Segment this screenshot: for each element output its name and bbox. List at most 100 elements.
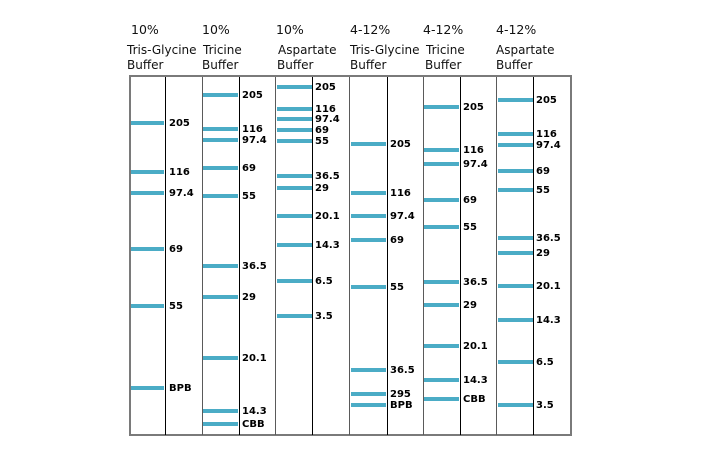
marker-band [277, 117, 312, 121]
marker-band [351, 368, 386, 372]
marker-band [203, 409, 238, 413]
marker-label: CBB [463, 394, 486, 405]
marker-band [203, 93, 238, 97]
marker-band [131, 191, 164, 195]
marker-label: 116 [315, 104, 336, 115]
lane-6-buffer-word: Buffer [496, 58, 533, 72]
marker-label: 116 [390, 188, 411, 199]
marker-label: 14.3 [463, 375, 488, 386]
marker-label: 69 [315, 125, 329, 136]
marker-label: 55 [169, 301, 183, 312]
marker-label: 69 [242, 163, 256, 174]
marker-band [351, 142, 386, 146]
marker-band [498, 169, 533, 173]
marker-band [131, 247, 164, 251]
marker-band [131, 170, 164, 174]
lane-3-buffer-name: Aspartate [278, 43, 337, 57]
marker-band [424, 105, 459, 109]
marker-band [498, 251, 533, 255]
marker-band [277, 214, 312, 218]
marker-band [424, 198, 459, 202]
lane-4-buffer-name: Tris-Glycine [350, 43, 420, 57]
gel-frame [129, 75, 572, 436]
lane-4-buffer-word: Buffer [350, 58, 387, 72]
lane-3-divider [312, 77, 313, 435]
marker-label: 116 [463, 145, 484, 156]
marker-band [277, 107, 312, 111]
marker-band [424, 280, 459, 284]
marker-band [277, 186, 312, 190]
marker-label: 116 [242, 124, 263, 135]
marker-band [203, 127, 238, 131]
marker-label: 36.5 [315, 171, 340, 182]
marker-label: 14.3 [242, 406, 267, 417]
marker-band [131, 121, 164, 125]
marker-band [131, 386, 164, 390]
lane-2-buffer-name: Tricine [203, 43, 242, 57]
marker-label: 55 [536, 185, 550, 196]
marker-label: 36.5 [242, 261, 267, 272]
marker-band [424, 225, 459, 229]
marker-label: 69 [536, 166, 550, 177]
marker-band [351, 238, 386, 242]
marker-band [351, 392, 386, 396]
marker-band [277, 279, 312, 283]
marker-band [498, 132, 533, 136]
marker-band [498, 318, 533, 322]
marker-band [351, 191, 386, 195]
lane-5-divider [460, 77, 461, 435]
lane-6-percent: 4-12% [496, 22, 537, 37]
marker-band [277, 85, 312, 89]
lane-3-percent: 10% [276, 22, 304, 37]
marker-band [498, 236, 533, 240]
lane-5-buffer-word: Buffer [425, 58, 462, 72]
marker-label: 55 [242, 191, 256, 202]
marker-label: 205 [169, 118, 190, 129]
lane-3-buffer-word: Buffer [277, 58, 314, 72]
marker-band [424, 148, 459, 152]
marker-label: 55 [390, 282, 404, 293]
marker-band [277, 314, 312, 318]
marker-label: 205 [242, 90, 263, 101]
marker-label: 295 [390, 389, 411, 400]
lane-separator [496, 77, 497, 435]
marker-label: 29 [315, 183, 329, 194]
marker-band [498, 98, 533, 102]
marker-band [424, 303, 459, 307]
lane-2-buffer-word: Buffer [202, 58, 239, 72]
marker-band [203, 356, 238, 360]
lane-5-buffer-name: Tricine [426, 43, 465, 57]
marker-label: 29 [463, 300, 477, 311]
marker-label: 36.5 [463, 277, 488, 288]
marker-label: 55 [463, 222, 477, 233]
lane-separator [349, 77, 350, 435]
marker-band [351, 403, 386, 407]
marker-band [203, 138, 238, 142]
marker-label: BPB [390, 400, 413, 411]
lane-2-percent: 10% [202, 22, 230, 37]
marker-label: 6.5 [315, 276, 333, 287]
marker-label: 97.4 [315, 114, 340, 125]
marker-label: 69 [169, 244, 183, 255]
marker-band [203, 295, 238, 299]
marker-label: 97.4 [390, 211, 415, 222]
lane-4-divider [387, 77, 388, 435]
marker-label: 97.4 [242, 135, 267, 146]
marker-band [203, 166, 238, 170]
lane-separator [423, 77, 424, 435]
marker-label: 14.3 [315, 240, 340, 251]
marker-label: 29 [242, 292, 256, 303]
marker-label: 14.3 [536, 315, 561, 326]
lane-1-buffer-word: Buffer [127, 58, 164, 72]
marker-band [277, 139, 312, 143]
marker-label: 20.1 [463, 341, 488, 352]
lane-separator [202, 77, 203, 435]
marker-band [498, 360, 533, 364]
marker-band [424, 344, 459, 348]
marker-label: 97.4 [536, 140, 561, 151]
marker-band [351, 214, 386, 218]
marker-band [498, 284, 533, 288]
marker-label: 36.5 [536, 233, 561, 244]
marker-label: 36.5 [390, 365, 415, 376]
lane-2-divider [239, 77, 240, 435]
